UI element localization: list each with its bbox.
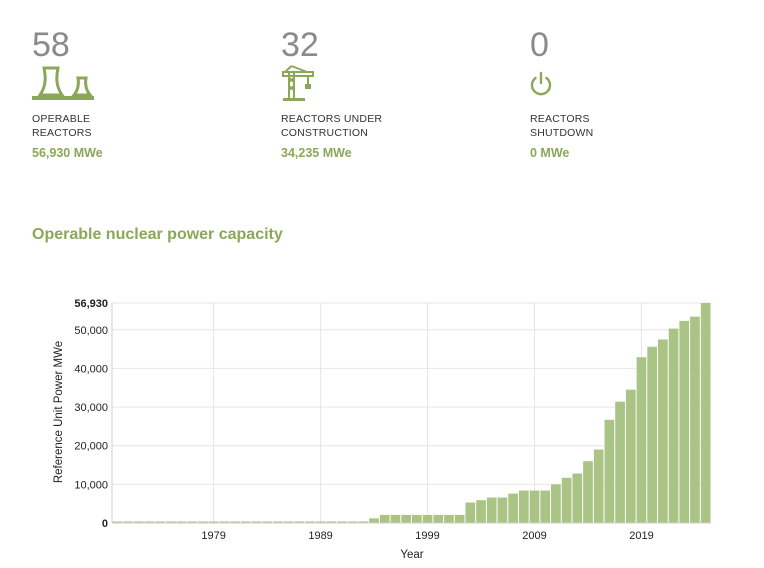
x-axis-label: Year: [400, 549, 423, 561]
bar-1975: [165, 521, 176, 523]
bar-1991: [337, 521, 347, 523]
bar-1983: [251, 521, 262, 523]
bar-2006: [497, 497, 508, 523]
y-tick-label: 40,000: [74, 363, 108, 375]
bar-1990: [326, 521, 337, 523]
operable-label: OPERABLE REACTORS: [32, 113, 92, 139]
operable-count: 58: [32, 26, 70, 64]
chart-bars: [112, 303, 711, 523]
chart-grid: [112, 302, 711, 523]
y-tick-label: 0: [102, 518, 108, 530]
construction-count: 32: [281, 26, 319, 64]
construction-crane-icon: [281, 64, 481, 102]
bar-2025: [700, 303, 711, 523]
y-tick-label: 50,000: [74, 325, 108, 337]
bar-1994: [369, 518, 379, 523]
construction-mwe: 34,235 MWe: [281, 146, 352, 160]
bar-2024: [690, 316, 700, 523]
x-tick-label: 1989: [308, 530, 332, 542]
bar-1982: [240, 521, 251, 523]
bar-1989: [315, 521, 326, 523]
y-tick-label: 20,000: [74, 441, 108, 453]
power-off-icon: [530, 64, 730, 102]
y-tick-label: 10,000: [74, 479, 108, 491]
shutdown-mwe: 0 MWe: [530, 146, 570, 160]
bar-2020: [647, 346, 658, 523]
bar-1981: [230, 521, 240, 523]
bar-1997: [401, 514, 411, 523]
stat-under-construction: 32 REACTORS UNDER CONSTRUCTION 34,235 MW…: [281, 26, 481, 160]
capacity-chart: 0 10,000 20,000 30,000 40,000 50,000 56,930 19…: [53, 298, 711, 561]
y-tick-label: 56,930: [74, 298, 108, 310]
bar-1977: [187, 521, 198, 523]
y-tick-label: 30,000: [74, 402, 108, 414]
x-tick-label: 1979: [201, 530, 225, 542]
stat-shutdown: 0 REACTORS SHUTDOWN 0 MWe: [530, 26, 730, 160]
stat-operable: 58 OPERABLE REACTORS 56,930 MWe: [32, 26, 232, 160]
bar-2003: [465, 502, 476, 523]
bar-1995: [379, 514, 390, 523]
shutdown-count: 0: [530, 26, 549, 64]
bar-2005: [486, 497, 497, 523]
bar-2018: [625, 389, 636, 523]
y-axis-label: Reference Unit Power MWe: [53, 341, 65, 483]
bar-1987: [294, 521, 305, 523]
cooling-towers-icon: [32, 64, 232, 102]
x-tick-label: 2019: [629, 530, 653, 542]
bar-2001: [444, 514, 454, 523]
bar-2021: [658, 339, 668, 523]
construction-label: REACTORS UNDER CONSTRUCTION: [281, 113, 383, 139]
bar-2022: [668, 328, 679, 523]
bar-2002: [454, 514, 465, 523]
bar-1999: [422, 514, 433, 523]
bar-2008: [518, 490, 529, 523]
bar-2017: [615, 401, 625, 523]
bar-2023: [679, 320, 690, 523]
bar-2012: [561, 477, 572, 523]
x-tick-label: 1999: [415, 530, 439, 542]
bar-2000: [433, 514, 444, 523]
x-tick-label: 2009: [522, 530, 546, 542]
bar-1986: [283, 521, 294, 523]
bar-1984: [262, 521, 272, 523]
bar-1985: [272, 521, 283, 523]
y-tick-labels: 0 10,000 20,000 30,000 40,000 50,000 56,930: [74, 298, 108, 530]
bar-1978: [198, 521, 208, 523]
shutdown-label: REACTORS SHUTDOWN: [530, 113, 594, 139]
bar-1996: [390, 514, 401, 523]
operable-mwe: 56,930 MWe: [32, 146, 103, 160]
bar-1974: [155, 521, 165, 523]
bar-1998: [412, 514, 422, 523]
bar-2016: [604, 419, 615, 523]
bar-2015: [593, 449, 604, 523]
x-tick-labels: 1979 1989 1999 2009 2019: [201, 530, 653, 542]
bar-1979: [208, 521, 219, 523]
bar-1976: [176, 521, 187, 523]
bar-2010: [540, 490, 551, 523]
bar-2007: [508, 493, 518, 523]
bar-1993: [358, 521, 369, 523]
bar-2019: [636, 357, 647, 523]
section-title: Operable nuclear power capacity: [32, 226, 283, 243]
bar-2004: [476, 500, 486, 523]
chart-axes: [111, 303, 711, 524]
bar-1988: [305, 521, 315, 523]
bar-2013: [572, 473, 583, 523]
bar-1992: [347, 521, 358, 523]
bar-1973: [144, 521, 155, 523]
bar-1971: [123, 521, 133, 523]
bar-2011: [551, 484, 561, 523]
bar-1972: [133, 521, 144, 523]
bar-1980: [219, 521, 230, 523]
bar-1970: [112, 521, 123, 523]
bar-2009: [529, 490, 540, 523]
bar-2014: [583, 461, 593, 523]
